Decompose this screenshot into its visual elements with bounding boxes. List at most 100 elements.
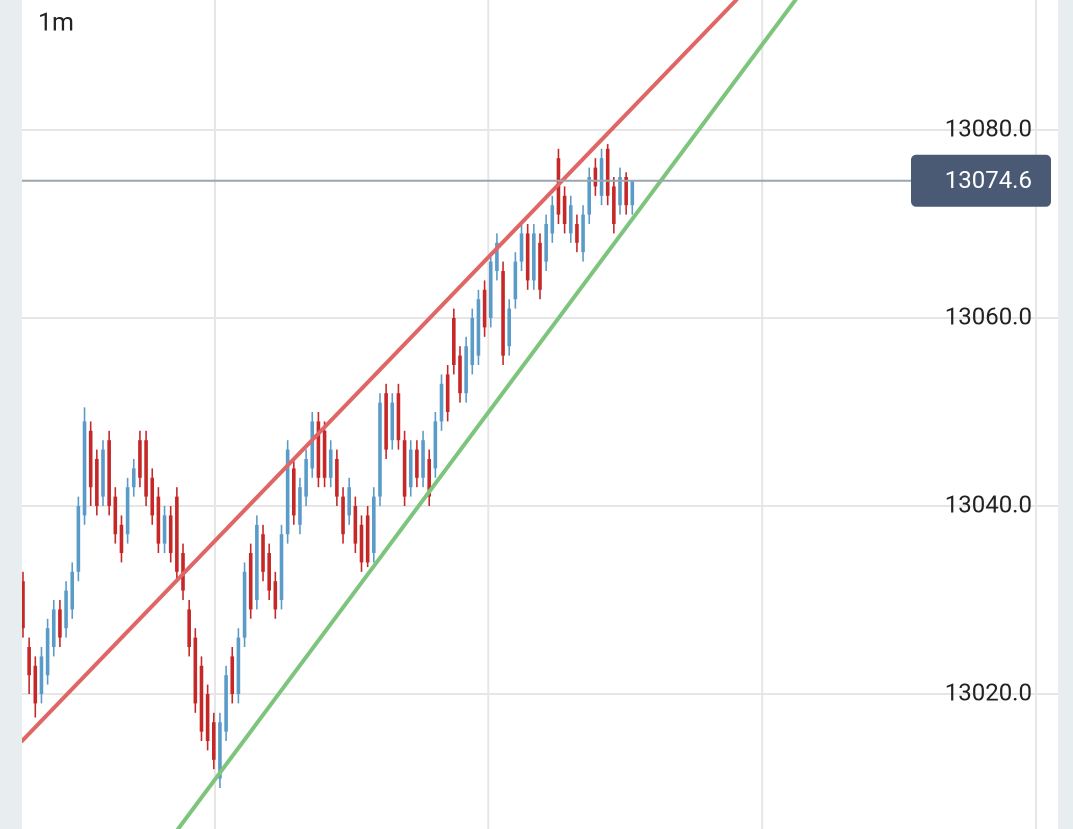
bar-body: [575, 224, 579, 243]
bar-body: [335, 459, 339, 497]
bar-body: [513, 261, 518, 300]
bar-body: [390, 402, 395, 441]
bar-body: [27, 647, 31, 676]
trend-line: [176, 0, 798, 829]
bar-body: [95, 459, 99, 507]
bar-body: [372, 496, 376, 554]
bar-body: [501, 271, 505, 356]
bar-body: [205, 694, 210, 742]
bar-body: [359, 524, 364, 563]
bar-body: [156, 496, 161, 544]
bar-body: [230, 656, 235, 695]
bar-body: [439, 383, 444, 422]
bar-body: [236, 637, 241, 695]
bar-body: [599, 158, 604, 196]
bar-body: [107, 440, 111, 507]
bar-body: [470, 318, 475, 366]
bar-body: [285, 449, 290, 535]
bar-body: [322, 430, 327, 478]
bar-body: [482, 289, 487, 328]
last-price-label: 13074.6: [945, 166, 1032, 194]
bar-body: [39, 656, 44, 695]
bar-body: [538, 242, 542, 290]
bar-body: [70, 571, 75, 610]
bar-body: [211, 722, 216, 760]
bar-body: [353, 506, 358, 544]
bar-body: [267, 553, 271, 591]
bar-body: [101, 449, 105, 497]
bar-body: [396, 393, 401, 441]
bar-body: [255, 524, 259, 601]
bar-body: [261, 534, 265, 572]
bar-body: [131, 468, 136, 488]
bar-body: [544, 224, 548, 262]
bar-body: [452, 318, 456, 366]
bar-body: [624, 177, 628, 206]
bar-body: [421, 440, 425, 478]
bar-body: [618, 177, 622, 206]
left-edge: [0, 0, 22, 829]
bar-body: [507, 308, 512, 347]
bar-body: [402, 440, 407, 497]
bar-body: [488, 261, 493, 319]
bar-body: [82, 421, 87, 516]
bar-body: [316, 421, 321, 478]
bar-body: [76, 506, 81, 572]
y-tick-label: 13040.0: [945, 490, 1032, 518]
bar-body: [304, 459, 308, 497]
last-price-badge: [911, 154, 1051, 207]
bar-body: [525, 233, 530, 281]
bar-body: [427, 459, 432, 497]
bar-body: [279, 534, 284, 601]
timeframe-label: 1m: [38, 9, 74, 38]
bar-body: [119, 524, 124, 554]
bar-body: [408, 449, 413, 488]
bar-body: [519, 233, 524, 262]
bar-body: [224, 675, 228, 732]
bar-body: [550, 205, 555, 234]
bar-body: [33, 665, 38, 704]
bar-body: [291, 468, 296, 516]
right-edge: [1058, 0, 1073, 829]
bar-body: [162, 515, 167, 544]
bar-body: [378, 402, 382, 497]
bar-body: [113, 496, 118, 535]
bar-body: [310, 421, 315, 469]
bar-body: [187, 609, 191, 648]
bar-body: [138, 440, 142, 478]
bar-body: [248, 553, 253, 610]
bar-body: [51, 609, 56, 648]
bar-body: [298, 487, 302, 525]
bar-body: [193, 637, 198, 704]
bar-body: [347, 487, 351, 516]
bar-body: [587, 177, 592, 215]
bar-body: [328, 449, 333, 478]
y-tick-label: 13060.0: [945, 302, 1032, 330]
bar-body: [45, 628, 50, 676]
price-axis: 13020.0 13040.0 13060.0 13080.0 13074.6: [911, 114, 1051, 706]
bar-body: [433, 421, 438, 469]
bar-body: [341, 496, 345, 535]
bar-body: [581, 214, 585, 253]
bar-body: [242, 571, 247, 638]
trend-line: [22, 0, 739, 744]
bar-body: [150, 477, 155, 516]
bar-body: [593, 167, 598, 187]
bar-body: [612, 186, 616, 225]
bar-body: [384, 393, 388, 450]
bar-body: [476, 299, 481, 356]
bar-body: [532, 233, 536, 281]
bar-body: [64, 590, 68, 629]
y-tick-label: 13080.0: [945, 114, 1032, 142]
bar-body: [568, 205, 573, 234]
bar-body: [464, 346, 468, 394]
bar-body: [458, 355, 462, 394]
bar-body: [58, 609, 62, 638]
bar-body: [605, 148, 610, 196]
y-tick-label: 13020.0: [945, 678, 1032, 706]
bar-body: [365, 515, 370, 563]
bar-body: [168, 515, 173, 554]
bar-body: [218, 722, 222, 779]
bar-body: [144, 440, 148, 497]
